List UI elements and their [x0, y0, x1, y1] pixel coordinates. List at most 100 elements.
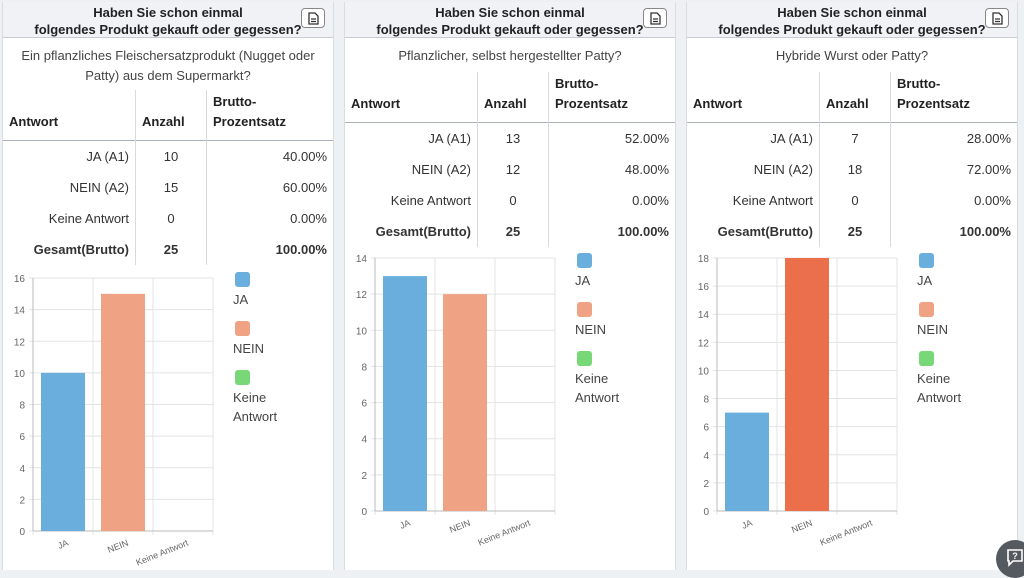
legend-label: JA	[917, 273, 933, 288]
row-count: 10	[135, 140, 207, 172]
header-answer: Antwort	[9, 114, 59, 129]
bar-chart: 0 2 4 6 8 10 12 14 16 JA NEIN Keine Antwort	[14, 274, 214, 566]
x-tick-label: Keine Antwort	[477, 517, 533, 547]
legend-item-nein[interactable]: NEIN	[575, 302, 619, 339]
help-button[interactable]: ?	[996, 540, 1024, 578]
legend-swatch	[577, 351, 592, 366]
row-label: Keine Antwort	[732, 193, 813, 208]
legend-label: Antwort	[233, 409, 278, 424]
row-count: 18	[819, 154, 891, 185]
header-percent-line-1: Brutto-	[555, 76, 599, 91]
legend-label: Antwort	[917, 390, 962, 405]
total-row: Gesamt(Brutto) 25 100.00%	[3, 234, 333, 265]
row-count: 12	[477, 154, 549, 185]
bar-chart: 0 2 4 6 8 10 12 14 16 18 JA NEIN Keine Antwort	[698, 254, 898, 548]
row-label: JA (A1)	[86, 149, 129, 164]
table-header-row: Antwort Anzahl Brutto- Prozentsatz	[3, 90, 333, 141]
row-percent: 28.00%	[966, 131, 1011, 146]
header-percent: Brutto- Prozentsatz	[207, 90, 334, 141]
legend-label: NEIN	[917, 322, 949, 337]
bar-nein	[101, 293, 145, 531]
bar-nein	[443, 294, 487, 511]
y-tick-label: 8	[361, 362, 367, 373]
legend-swatch	[919, 351, 934, 366]
legend-swatch	[235, 370, 250, 385]
x-tick-label: Keine Antwort	[135, 537, 191, 566]
y-tick-label: 14	[14, 306, 26, 317]
header-percent: Brutto- Prozentsatz	[549, 72, 676, 123]
header-answer: Antwort	[351, 96, 401, 111]
x-tick-label: Keine Antwort	[819, 517, 875, 547]
header-count: Anzahl	[477, 72, 549, 123]
bar-ja	[383, 276, 427, 511]
legend-item-ja[interactable]: JA	[575, 253, 619, 290]
y-tick-label: 4	[703, 451, 709, 462]
legend-label: Antwort	[575, 390, 620, 405]
table-row: NEIN (A2) 12 48.00%	[345, 154, 675, 185]
table-row: JA (A1) 10 40.00%	[3, 140, 333, 172]
x-tick-label: NEIN	[790, 518, 814, 535]
subquestion-line: Patty) aus dem Supermarkt?	[85, 68, 251, 83]
total-row: Gesamt(Brutto) 25 100.00%	[345, 216, 675, 247]
copy-button[interactable]	[643, 8, 667, 28]
y-tick-label: 12	[698, 338, 710, 349]
total-label: Gesamt(Brutto)	[717, 224, 813, 239]
y-tick-label: 18	[698, 254, 710, 265]
row-count: 0	[819, 185, 891, 216]
legend-item-keine-antwort[interactable]: Keine Antwort	[917, 351, 961, 407]
header-percent-line-1: Brutto-	[213, 94, 257, 109]
legend-item-ja[interactable]: JA	[917, 253, 961, 290]
legend-item-ja[interactable]: JA	[233, 272, 277, 309]
legend-swatch	[235, 321, 250, 336]
legend-item-keine-antwort[interactable]: Keine Antwort	[575, 351, 619, 407]
legend-item-keine-antwort[interactable]: Keine Antwort	[233, 370, 277, 426]
legend-swatch	[577, 253, 592, 268]
y-tick-label: 10	[14, 369, 26, 380]
clipboard-icon	[992, 12, 1003, 25]
x-tick-label: JA	[398, 518, 411, 531]
total-count: 25	[477, 216, 549, 247]
copy-button[interactable]	[985, 8, 1009, 28]
row-percent: 0.00%	[974, 193, 1011, 208]
legend-label: Keine	[917, 371, 951, 386]
row-label: JA (A1)	[428, 131, 471, 146]
legend-label: NEIN	[575, 322, 607, 337]
subquestion-line: Hybride Wurst oder Patty?	[775, 48, 929, 63]
subquestion: Ein pflanzliches Fleischersatzprodukt (N…	[3, 46, 333, 86]
table-row: Keine Antwort 0 0.00%	[345, 185, 675, 216]
header-count: Anzahl	[819, 72, 891, 123]
y-tick-label: 4	[19, 464, 25, 475]
legend-swatch	[919, 253, 934, 268]
row-percent: 48.00%	[624, 162, 669, 177]
chart-legend: JA NEIN Keine Antwort	[917, 253, 961, 419]
y-tick-label: 2	[19, 495, 25, 506]
legend-label: Keine	[575, 371, 609, 386]
question-header: Haben Sie schon einmal folgendes Produkt…	[687, 2, 1017, 38]
row-label: NEIN (A2)	[411, 162, 471, 177]
x-tick-label: NEIN	[106, 538, 130, 555]
row-percent: 0.00%	[632, 193, 669, 208]
legend-item-nein[interactable]: NEIN	[917, 302, 961, 339]
total-count: 25	[135, 234, 207, 265]
question-line-2: folgendes Produkt gekauft oder gegessen?	[34, 22, 302, 37]
table-row: Keine Antwort 0 0.00%	[687, 185, 1017, 216]
legend-item-nein[interactable]: NEIN	[233, 321, 277, 358]
legend-label: Keine	[233, 390, 267, 405]
table-header-row: Antwort Anzahl Brutto- Prozentsatz	[687, 72, 1017, 123]
y-tick-label: 16	[698, 282, 710, 293]
header-percent-line-1: Brutto-	[897, 76, 941, 91]
legend-swatch	[919, 302, 934, 317]
y-tick-label: 6	[19, 432, 25, 443]
subquestion: Pflanzlicher, selbst hergestellter Patty…	[345, 46, 675, 66]
y-tick-label: 8	[19, 401, 25, 412]
question-line-1: Haben Sie schon einmal	[435, 5, 585, 20]
y-tick-label: 10	[698, 366, 710, 377]
legend-swatch	[235, 272, 250, 287]
clipboard-icon	[650, 12, 661, 25]
copy-button[interactable]	[301, 8, 325, 28]
y-tick-label: 12	[14, 337, 26, 348]
total-percent: 100.00%	[275, 242, 327, 257]
row-percent: 72.00%	[966, 162, 1011, 177]
table-row: NEIN (A2) 15 60.00%	[3, 172, 333, 203]
header-percent-line-2: Prozentsatz	[213, 114, 286, 129]
